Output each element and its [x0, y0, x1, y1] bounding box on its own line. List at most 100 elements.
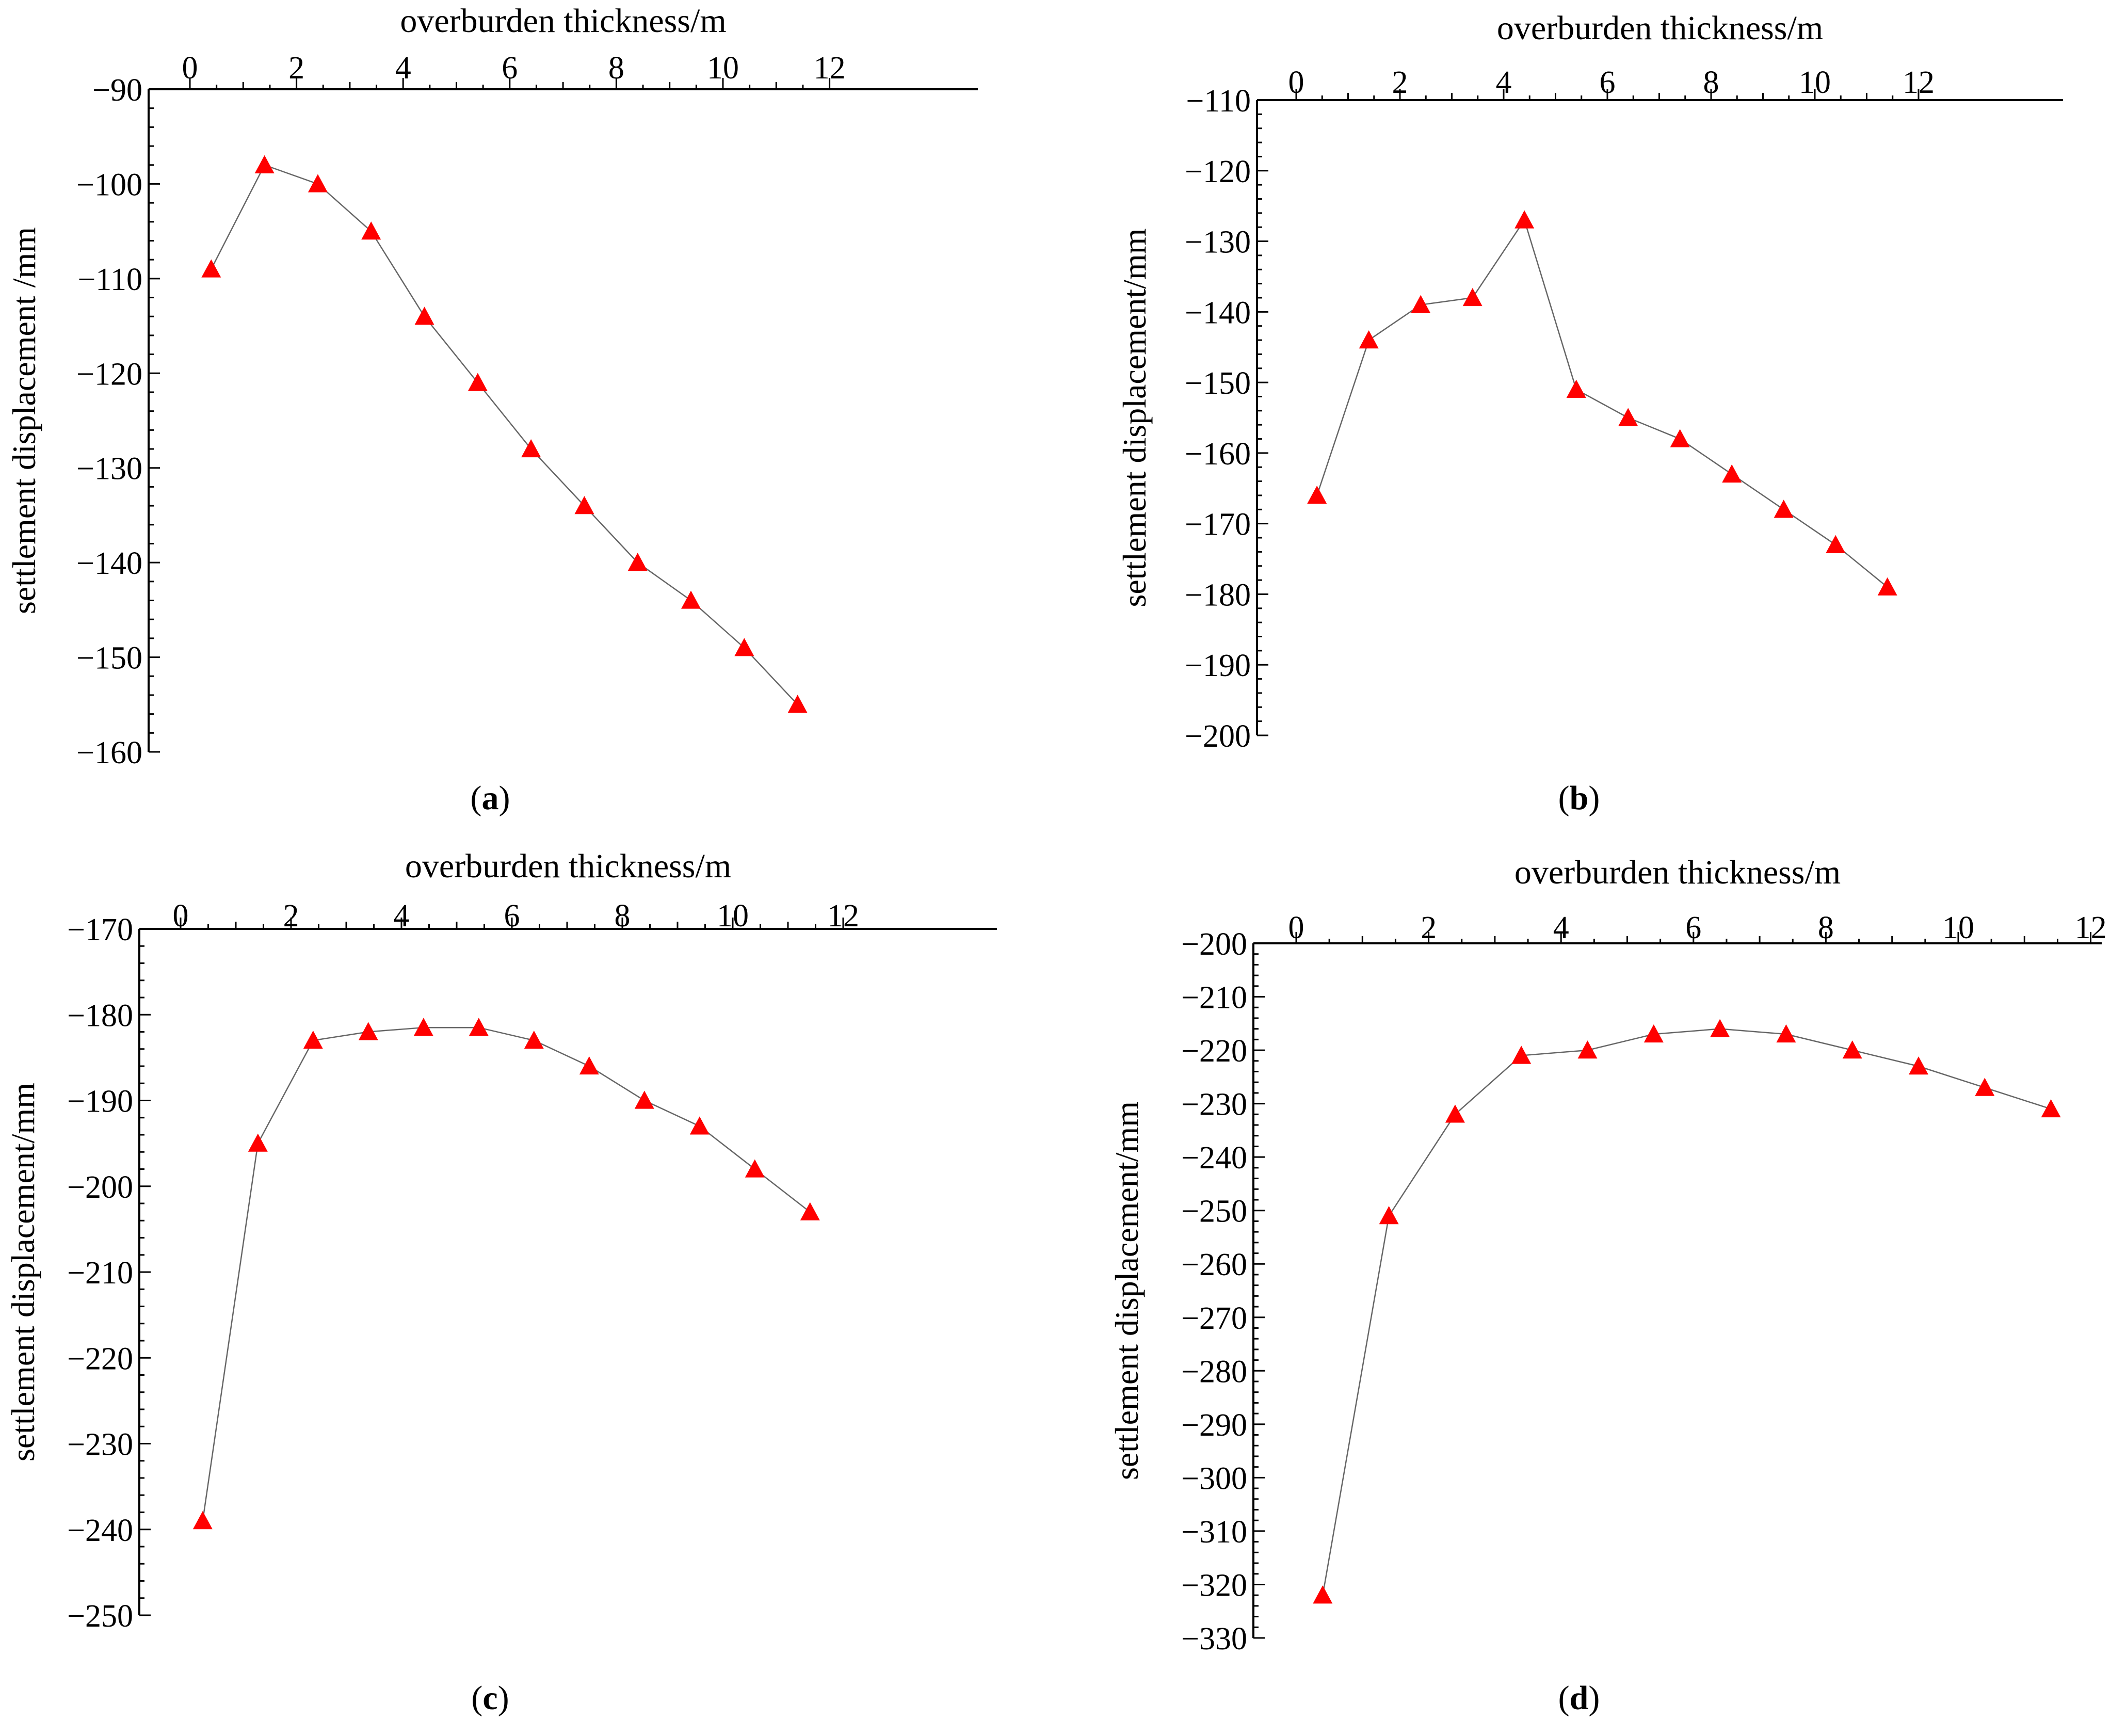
- data-point-marker: [1842, 1040, 1862, 1059]
- x-tick-label: 6: [1685, 910, 1701, 945]
- panel-label-close-paren: ): [499, 779, 510, 817]
- data-point-marker: [1307, 485, 1327, 504]
- y-tick-label: −210: [1181, 980, 1247, 1016]
- chart-panel-b: 0 2 4 6 8 10 12 −110 −120 −130 −140 −150 −160 −170 −18…: [1116, 9, 2063, 817]
- data-point-marker: [468, 373, 488, 391]
- panel-label-letter: b: [1570, 779, 1589, 817]
- y-tick-label: −290: [1181, 1408, 1247, 1443]
- data-point-marker: [2041, 1099, 2061, 1118]
- y-tick-label: −140: [1185, 295, 1251, 330]
- data-point-marker: [1722, 464, 1742, 483]
- panel-label-open-paren: (: [1558, 779, 1570, 817]
- y-tick-label: −220: [67, 1341, 133, 1376]
- panel-label: (a): [471, 779, 510, 817]
- data-point-marker: [524, 1031, 544, 1049]
- series-line: [202, 1026, 811, 1521]
- y-tick-label: −210: [67, 1256, 133, 1291]
- y-tick-label: −320: [1181, 1568, 1247, 1603]
- data-point-marker: [192, 1511, 213, 1530]
- panel-label-letter: d: [1570, 1679, 1589, 1717]
- x-tick-label: 6: [502, 51, 518, 86]
- y-tick-label: −160: [76, 735, 142, 770]
- y-tick-label: −200: [1181, 927, 1247, 962]
- chart-panel-c: 0 2 4 6 8 10 12 −170 −180 −190 −200 −210 −220 −230 −24…: [5, 847, 997, 1717]
- y-tick-label: −240: [1181, 1140, 1247, 1176]
- x-axis-title: overburden thickness/m: [400, 2, 726, 40]
- panel-label-letter: c: [482, 1679, 497, 1717]
- y-tick-label: −230: [1181, 1087, 1247, 1122]
- data-point-marker: [1462, 287, 1482, 307]
- chart-panel-d: 0 2 4 6 8 10 12 −200 −210 −220 −230 −240 −250 −260 −27…: [1108, 854, 2107, 1717]
- series-line: [1316, 218, 1888, 588]
- y-tick-label: −90: [92, 73, 142, 108]
- y-tick-label: −120: [1185, 154, 1251, 189]
- data-point-marker: [414, 307, 434, 325]
- y-tick-label: −300: [1181, 1461, 1247, 1496]
- y-tick-label: −100: [76, 167, 142, 202]
- x-tick-label: 12: [827, 898, 859, 934]
- data-point-marker: [1826, 535, 1846, 553]
- panel-label-open-paren: (: [471, 779, 482, 817]
- y-axis-title: settlement displacement/mm: [1108, 1101, 1145, 1480]
- y-tick-label: −150: [76, 641, 142, 676]
- series-line: [1322, 1028, 2052, 1596]
- x-tick-label: 10: [707, 51, 739, 86]
- x-tick-label: 12: [1903, 65, 1935, 100]
- y-tick-label: −110: [1186, 84, 1251, 119]
- x-tick-label: 6: [504, 898, 520, 934]
- data-point-marker: [1511, 1046, 1532, 1064]
- x-tick-label: 2: [1421, 910, 1437, 945]
- panel-label-open-paren: (: [1558, 1679, 1570, 1717]
- y-tick-label: −200: [67, 1170, 133, 1205]
- x-tick-label: 0: [1288, 65, 1304, 100]
- y-tick-label: −180: [67, 998, 133, 1033]
- x-tick-label: 4: [394, 898, 410, 934]
- data-point-marker: [303, 1031, 323, 1049]
- data-point-marker: [634, 1090, 654, 1109]
- panel-label-close-paren: ): [498, 1679, 509, 1717]
- y-tick-label: −200: [1185, 719, 1251, 754]
- panel-label-open-paren: (: [471, 1679, 482, 1717]
- x-tick-label: 0: [182, 51, 198, 86]
- y-tick-label: −220: [1181, 1034, 1247, 1069]
- x-tick-label: 10: [717, 898, 749, 934]
- data-point-marker: [1313, 1585, 1333, 1604]
- x-tick-label: 8: [1703, 65, 1719, 100]
- x-tick-label: 10: [1942, 910, 1974, 945]
- data-point-marker: [308, 174, 328, 192]
- data-point-marker: [413, 1018, 433, 1036]
- x-tick-label: 8: [608, 51, 624, 86]
- panel-label-letter: a: [482, 779, 499, 817]
- data-point-marker: [627, 553, 648, 571]
- y-tick-label: −280: [1181, 1354, 1247, 1389]
- x-tick-label: 12: [2075, 910, 2107, 945]
- data-point-marker: [574, 496, 594, 515]
- y-axis-title: settlement displacement/mm: [1116, 228, 1153, 607]
- y-tick-label: −250: [67, 1599, 133, 1634]
- chart-panel-a: 0 2 4 6 8 10 12 −90 −100 −110 −120 −130 −140 −150 −160…: [6, 2, 978, 817]
- data-point-marker: [358, 1022, 378, 1040]
- y-tick-label: −160: [1185, 437, 1251, 472]
- y-tick-label: −150: [1185, 366, 1251, 401]
- x-axis-title: overburden thickness/m: [405, 847, 731, 885]
- data-point-marker: [254, 155, 275, 173]
- x-tick-label: 8: [615, 898, 631, 934]
- data-point-marker: [1411, 295, 1431, 313]
- y-tick-label: −110: [77, 262, 142, 297]
- data-point-marker: [579, 1056, 599, 1075]
- data-point-marker: [787, 695, 808, 713]
- data-point-marker: [1776, 1024, 1796, 1043]
- data-point-marker: [1566, 379, 1586, 398]
- x-tick-label: 12: [814, 51, 846, 86]
- y-tick-label: −240: [67, 1513, 133, 1548]
- data-point-marker: [689, 1116, 710, 1135]
- y-tick-label: −170: [67, 912, 133, 947]
- data-point-marker: [201, 259, 221, 278]
- data-point-marker: [521, 439, 541, 458]
- y-tick-label: −180: [1185, 577, 1251, 613]
- x-tick-label: 4: [1553, 910, 1569, 945]
- data-point-marker: [800, 1202, 820, 1220]
- y-axis-title: settlement displacement/mm: [5, 1083, 41, 1461]
- data-point-marker: [1710, 1019, 1730, 1037]
- y-tick-label: −140: [76, 546, 142, 581]
